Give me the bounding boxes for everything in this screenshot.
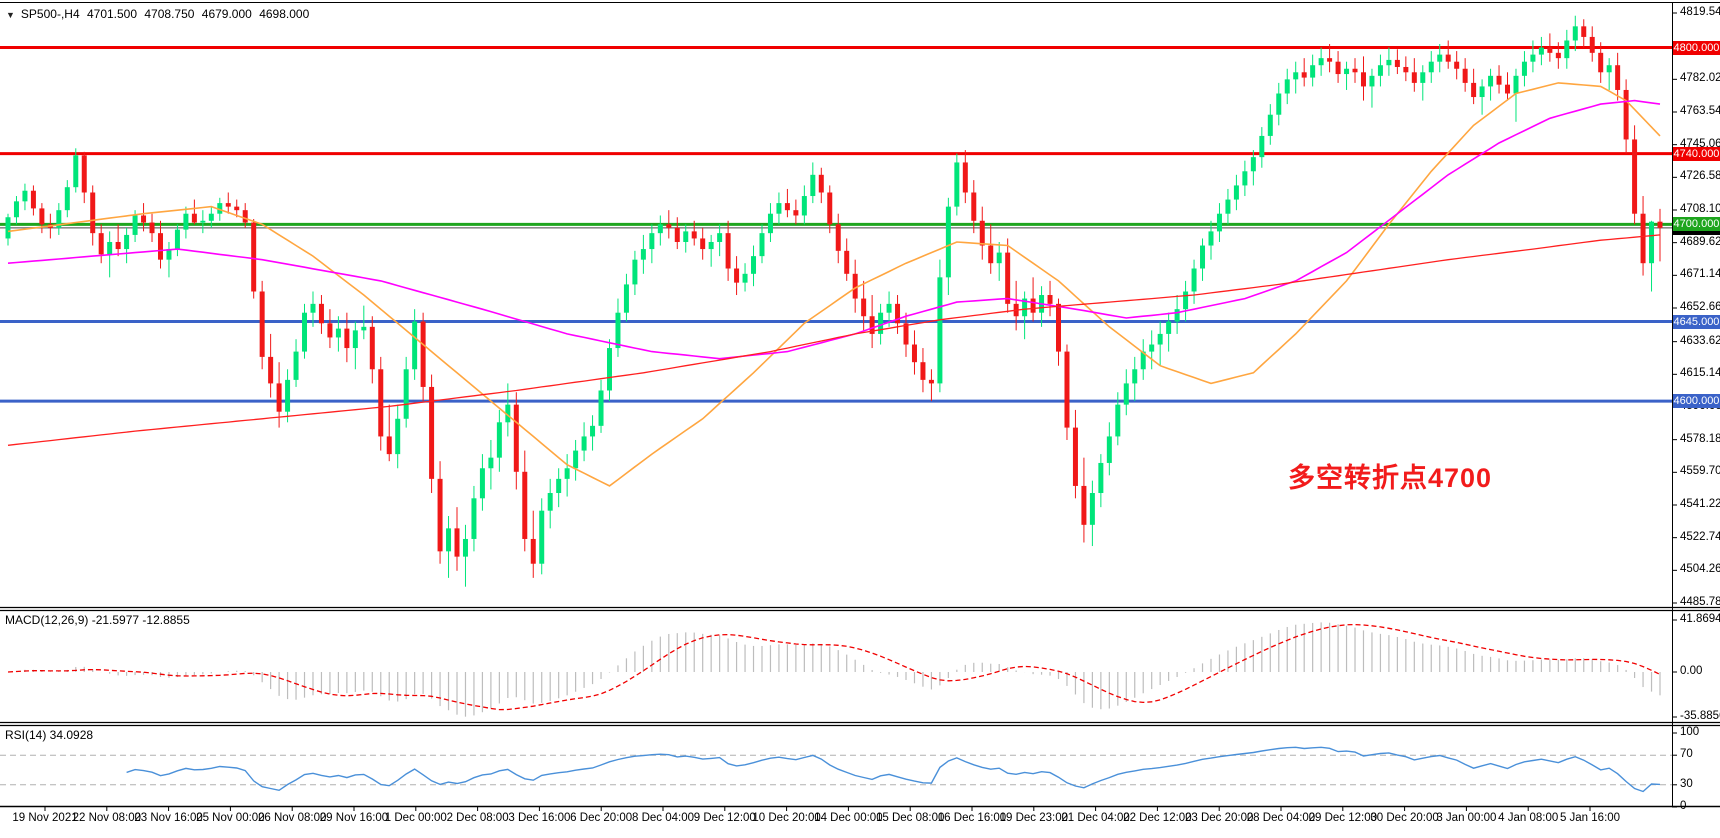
ohlc-close: 4698.000 — [259, 7, 310, 21]
ohlc-low: 4679.000 — [201, 7, 252, 21]
rsi-indicator-label: RSI(14) 34.0928 — [5, 728, 94, 742]
ma-mid-magenta — [7, 99, 1661, 360]
symbol-dropdown-icon[interactable]: ▼ — [6, 10, 15, 20]
rsi-line — [126, 746, 1661, 793]
chart-title: ▼ SP500-,H4 4701.500 4708.750 4679.000 46… — [6, 7, 313, 21]
macd-indicator-label: MACD(12,26,9) -21.5977 -12.8855 — [5, 613, 190, 627]
ma-fast-orange — [7, 82, 1661, 487]
ma-slow-red — [7, 234, 1661, 446]
chart-annotation-text: 多空转折点4700 — [1288, 463, 1493, 493]
ohlc-high: 4708.750 — [144, 7, 195, 21]
macd-signal-line — [7, 623, 1661, 711]
macd-histogram — [15, 622, 1661, 717]
candlestick-series — [5, 15, 1663, 587]
symbol-label: SP500-,H4 — [20, 7, 80, 21]
ohlc-open: 4701.500 — [86, 7, 138, 21]
